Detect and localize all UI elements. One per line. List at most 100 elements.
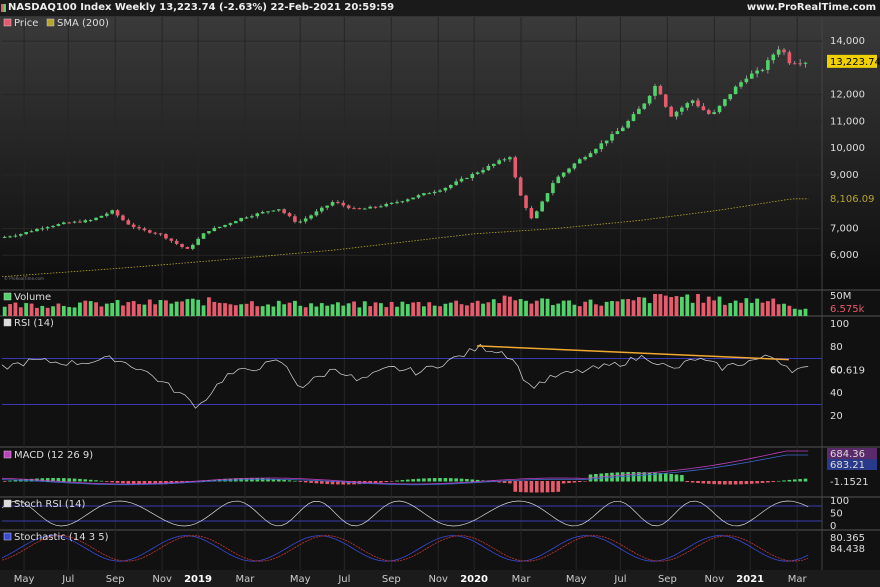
candle [728, 94, 733, 101]
macd-swatch [3, 450, 12, 459]
volume-bar [679, 296, 684, 316]
candle [379, 204, 383, 208]
candle [115, 209, 120, 218]
macd-signal-last-label: 683.21 [830, 460, 865, 471]
volume-bar [454, 300, 459, 316]
volume-bar [798, 309, 803, 316]
volume-bar [663, 295, 668, 316]
macd-bar [298, 481, 303, 482]
volume-bar [599, 305, 604, 316]
volume-bar [502, 295, 507, 316]
macd-bar [647, 472, 652, 482]
volume-bar [142, 304, 147, 316]
candle [174, 239, 179, 246]
site-link[interactable]: www.ProRealTime.com [746, 2, 876, 13]
volume-bar [577, 306, 582, 316]
volume-bar [653, 294, 657, 316]
x-tick-label: Mar [236, 574, 256, 585]
volume-bar [104, 303, 109, 316]
candle [744, 75, 749, 84]
volume-bar [755, 298, 760, 316]
macd-bar [266, 478, 270, 482]
candle [45, 226, 50, 231]
volume-bar [303, 307, 308, 316]
volume-bar [405, 304, 410, 316]
candle [352, 206, 356, 210]
volume-bar [717, 296, 722, 316]
price-swatch [3, 18, 12, 27]
x-tick-label: May [290, 574, 311, 585]
volume-bar [137, 304, 141, 316]
last-price-label: 13,223.74 [830, 57, 880, 68]
volume-bar [432, 305, 437, 316]
candle [540, 200, 544, 212]
volume-bar [620, 299, 625, 316]
candle [271, 210, 276, 212]
candle [384, 202, 389, 208]
volume-bar [524, 300, 528, 316]
candle [481, 167, 485, 175]
volume-bar [362, 301, 367, 316]
candle [647, 94, 652, 106]
macd-bar [427, 478, 432, 482]
price-tick-label: 6,000 [830, 250, 859, 261]
volume-bar [341, 305, 346, 316]
candle [94, 217, 98, 221]
volume-bar [674, 296, 679, 316]
macd-bar [626, 472, 630, 482]
stochastic-swatch [3, 532, 12, 541]
macd-bar [637, 472, 641, 482]
candle [594, 148, 598, 155]
volume-bar [411, 302, 416, 316]
candle [454, 178, 458, 187]
macd-bar [13, 480, 18, 482]
volume-bar [115, 300, 120, 316]
macd-bar [325, 481, 329, 485]
candle [346, 204, 351, 210]
macd-line [1, 450, 809, 485]
sma-value-label: 8,106.09 [830, 194, 875, 205]
rsi-tick-label: 20 [830, 411, 843, 422]
chart-canvas[interactable]: 14,000 12,000 11,000 10,000 9,000 7,000 6,000 1… [0, 17, 880, 587]
candle [51, 225, 55, 229]
macd-bar [29, 478, 34, 482]
stoch-rsi-tick-label: 100 [830, 496, 849, 507]
candle [24, 231, 28, 236]
macd-bar [717, 481, 722, 485]
volume-bar [427, 302, 432, 316]
candle [287, 211, 292, 218]
volume-bar [83, 300, 88, 316]
volume-bar [8, 304, 12, 316]
candle [266, 211, 270, 215]
volume-bar [190, 298, 195, 316]
macd-bar [45, 478, 50, 482]
macd-bar [121, 481, 125, 484]
macd-bar [83, 479, 88, 482]
macd-bar [475, 479, 480, 482]
macd-bar [545, 481, 550, 493]
macd-bar [207, 480, 211, 482]
rsi-last-label: 60.619 [830, 365, 865, 376]
srsi-panel-bg [0, 497, 880, 530]
volume-bar [212, 301, 217, 316]
volume-bar [56, 303, 61, 316]
macd-bar [502, 481, 507, 483]
flag-icon [1, 4, 6, 12]
candle [583, 155, 587, 161]
candle [169, 238, 174, 243]
volume-bar [782, 303, 786, 316]
rsi-legend: RSI (14) [14, 318, 54, 329]
sma-swatch [46, 18, 55, 27]
volume-legend: Volume [14, 292, 51, 303]
volume-bar [400, 301, 405, 316]
volume-bar [416, 301, 421, 316]
macd-bar [379, 481, 383, 483]
candle [658, 84, 663, 95]
candle [362, 207, 367, 210]
volume-bar [647, 303, 652, 316]
candle [255, 212, 260, 219]
macd-bar [465, 479, 469, 482]
macd-bar [803, 478, 808, 482]
candle [518, 176, 523, 196]
